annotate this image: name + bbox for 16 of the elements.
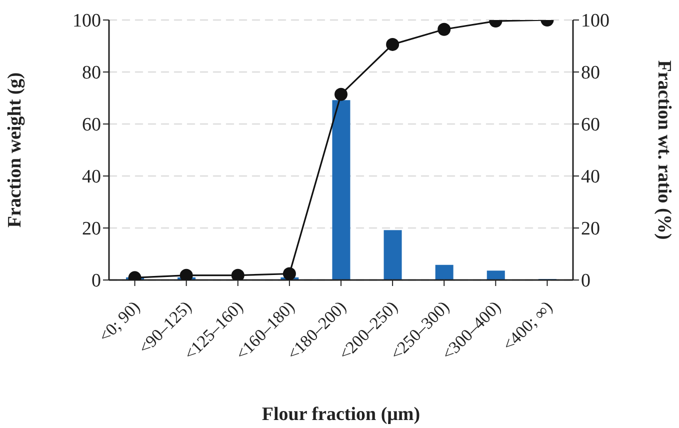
y2-tick-label: 100 — [581, 10, 610, 32]
y2-tick-label: 0 — [581, 270, 590, 292]
y-tick-label: 60 — [82, 114, 101, 136]
y2-tick-label: 20 — [581, 218, 600, 240]
y2-axis-title: Fraction wt. ratio (%) — [653, 60, 674, 240]
y-tick-label: 20 — [82, 218, 101, 240]
y2-tick-label: 80 — [581, 62, 600, 84]
y2-tick-label: 60 — [581, 114, 600, 136]
y-tick-label: 80 — [82, 62, 101, 84]
y2-tick-label: 40 — [581, 166, 600, 188]
x-tick-label: <0; 90) — [95, 297, 144, 346]
x-axis-title: Flour fraction (μm) — [262, 404, 420, 425]
y-tick-label: 100 — [72, 10, 101, 32]
y-tick-label: 40 — [82, 166, 101, 188]
y-tick-label: 0 — [92, 270, 101, 292]
y-axis-title: Fraction weight (g) — [4, 72, 26, 228]
